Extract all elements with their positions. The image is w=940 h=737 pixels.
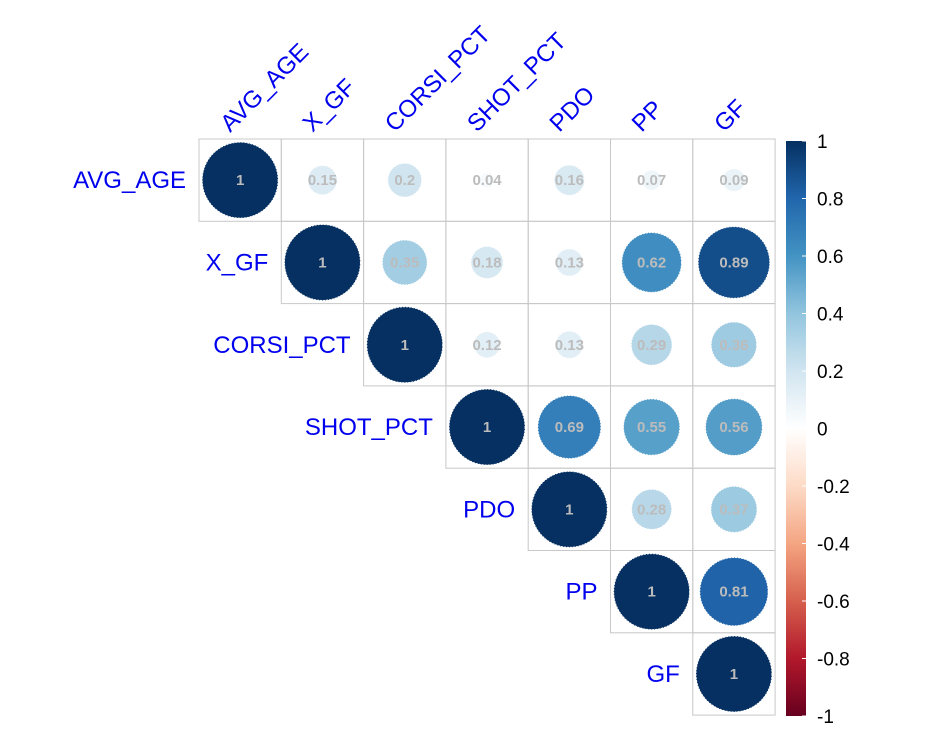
row-label: PDO bbox=[463, 496, 515, 523]
colorbar: 1 0.8 0.6 0.4 0.2 0 -0.2 -0.4 -0.6 -0.8 -1 bbox=[786, 132, 850, 728]
grid-cell bbox=[692, 632, 776, 716]
correlation-circle bbox=[283, 223, 361, 301]
correlation-circle bbox=[201, 141, 279, 219]
correlation-value-label: 1 bbox=[318, 254, 326, 271]
correlation-value-label: 1 bbox=[401, 337, 409, 354]
row-label: SHOT_PCT bbox=[305, 414, 433, 441]
correlation-circle bbox=[613, 553, 691, 631]
correlation-value-label: 0.12 bbox=[472, 337, 501, 354]
correlation-value-label: 0.15 bbox=[308, 172, 337, 189]
colorbar-tick-label: -0.8 bbox=[817, 650, 850, 671]
correlation-value-label: 1 bbox=[565, 501, 573, 518]
correlation-value-label: 0.56 bbox=[719, 419, 748, 436]
correlation-value-label: 0.81 bbox=[719, 584, 748, 601]
column-label: AVG_AGE bbox=[215, 38, 314, 137]
grid bbox=[198, 138, 776, 716]
colorbar-tick-label: 0.6 bbox=[817, 247, 843, 268]
correlation-circle bbox=[470, 245, 504, 280]
correlation-value-label: 1 bbox=[730, 666, 738, 683]
correlation-circle bbox=[478, 172, 496, 189]
correlation-circle bbox=[555, 248, 584, 277]
correlation-circle bbox=[622, 398, 681, 456]
correlation-circle bbox=[387, 162, 423, 198]
correlation-circle bbox=[699, 556, 769, 627]
correlation-value-label: 0.04 bbox=[472, 172, 502, 189]
correlation-circle bbox=[621, 232, 683, 293]
correlation-value-label: 0.07 bbox=[637, 172, 666, 189]
correlation-circle bbox=[705, 398, 763, 456]
correlation-circle bbox=[641, 169, 663, 191]
column-label: GF bbox=[709, 95, 752, 138]
row-label: PP bbox=[565, 579, 597, 606]
column-label: PDO bbox=[545, 81, 601, 137]
correlation-circle bbox=[710, 485, 758, 533]
correlation-circle bbox=[630, 323, 673, 366]
column-label: X_GF bbox=[298, 74, 361, 137]
colorbar-tick-label: -0.6 bbox=[817, 592, 850, 613]
colorbar-tick-label: -1 bbox=[817, 707, 834, 728]
correlation-circle bbox=[722, 168, 746, 193]
correlation-value-label: 0.55 bbox=[637, 419, 666, 436]
correlation-value-label: 0.35 bbox=[390, 254, 419, 271]
correlation-circle bbox=[448, 388, 526, 466]
correlation-circle bbox=[697, 226, 771, 299]
correlation-circle bbox=[710, 321, 758, 369]
correlation-value-label: 0.13 bbox=[555, 254, 584, 271]
correlation-value-label: 0.13 bbox=[555, 337, 584, 354]
correlation-value-label: 0.89 bbox=[719, 254, 748, 271]
row-label: AVG_AGE bbox=[73, 167, 186, 194]
correlation-value-label: 0.69 bbox=[555, 419, 584, 436]
correlation-circle bbox=[307, 164, 338, 196]
colorbar-tick-label: 0.4 bbox=[817, 305, 844, 326]
correlation-value-label: 0.28 bbox=[637, 501, 666, 518]
correlation-value-label: 0.62 bbox=[637, 254, 666, 271]
correlation-circle bbox=[695, 635, 773, 713]
correlation-value-label: 1 bbox=[483, 419, 491, 436]
correlation-value-label: 0.2 bbox=[394, 172, 415, 189]
colorbar-gradient bbox=[786, 141, 806, 716]
correlation-value-label: 1 bbox=[236, 172, 244, 189]
colorbar-tick-label: 0 bbox=[817, 420, 828, 441]
correlation-value-label: 1 bbox=[647, 584, 655, 601]
correlation-circle bbox=[366, 306, 444, 384]
row-label: X_GF bbox=[206, 249, 269, 276]
correlation-value-label: 0.16 bbox=[555, 172, 584, 189]
colorbar-tick-label: 1 bbox=[817, 132, 828, 153]
colorbar-tick-label: -0.4 bbox=[817, 535, 850, 556]
correlation-circle bbox=[553, 164, 586, 196]
row-label: GF bbox=[646, 661, 679, 688]
correlation-circle bbox=[473, 331, 501, 359]
colorbar-tick-label: -0.2 bbox=[817, 477, 850, 498]
correlation-value-label: 0.09 bbox=[719, 172, 748, 189]
row-labels: AVG_AGE X_GF CORSI_PCT SHOT_PCT PDO PP GF bbox=[73, 167, 680, 688]
correlation-circle bbox=[555, 330, 584, 359]
cells: 1 0.15 0.2 0.04 0.16 0.07 0.09 1 0.35 0.18 0.13 0.6… bbox=[201, 141, 773, 713]
correlation-circle bbox=[530, 470, 608, 548]
column-label: PP bbox=[627, 96, 669, 138]
correlation-value-label: 0.18 bbox=[472, 254, 501, 271]
correlation-circle bbox=[631, 488, 673, 530]
correlation-value-label: 0.36 bbox=[719, 337, 748, 354]
correlation-circle bbox=[537, 394, 602, 460]
correlation-value-label: 0.37 bbox=[719, 501, 748, 518]
colorbar-tick-label: 0.2 bbox=[817, 362, 843, 383]
colorbar-tick-label: 0.8 bbox=[817, 190, 843, 211]
correlation-circle bbox=[381, 239, 428, 286]
correlation-value-label: 0.29 bbox=[637, 337, 666, 354]
row-label: CORSI_PCT bbox=[213, 332, 351, 359]
